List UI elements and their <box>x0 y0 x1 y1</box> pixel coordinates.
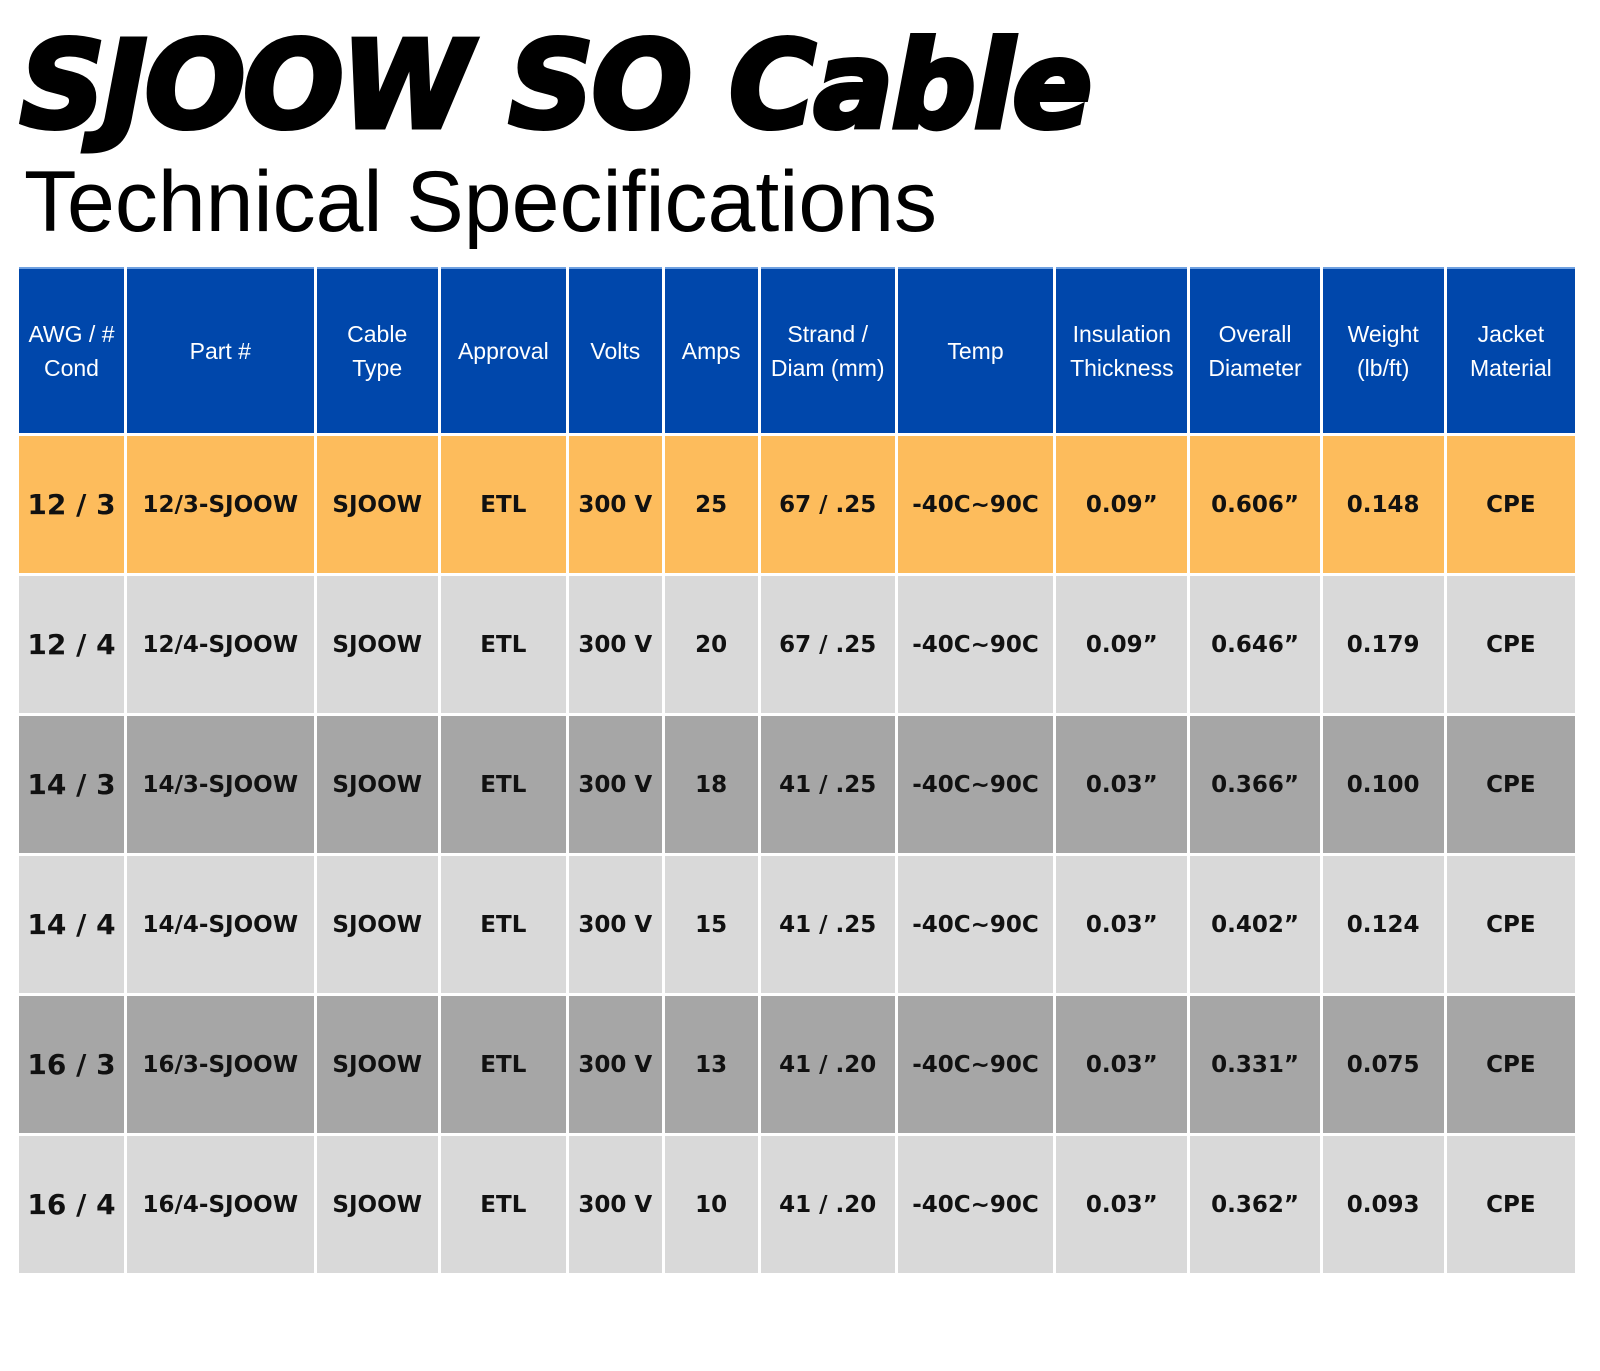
cell-insulation-thickness: 0.03” <box>1056 856 1188 993</box>
cell-overall-diameter: 0.402” <box>1190 856 1320 993</box>
page-subtitle: Technical Specifications <box>24 154 938 250</box>
header-part-number: Part # <box>126 267 314 433</box>
table-row: 14 / 3 14/3-SJOOW SJOOW ETL 300 V 18 41 … <box>19 716 1575 853</box>
cell-volts: 300 V <box>568 996 662 1133</box>
cell-overall-diameter: 0.646” <box>1190 576 1320 713</box>
cell-jacket-material: CPE <box>1446 996 1575 1133</box>
cell-jacket-material: CPE <box>1446 576 1575 713</box>
cell-cable-type: SJOOW <box>316 576 438 713</box>
cell-awg-cond: 16 / 3 <box>19 996 124 1133</box>
header-overall-diameter: Overall Diameter <box>1190 267 1320 433</box>
cell-strand-diam: 67 / .25 <box>760 576 895 713</box>
cell-approval: ETL <box>440 1136 566 1273</box>
header-temp: Temp <box>897 267 1054 433</box>
cell-insulation-thickness: 0.03” <box>1056 996 1188 1133</box>
cell-amps: 20 <box>664 576 758 713</box>
cell-cable-type: SJOOW <box>316 716 438 853</box>
cell-awg-cond: 14 / 4 <box>19 856 124 993</box>
cell-volts: 300 V <box>568 576 662 713</box>
cell-awg-cond: 12 / 3 <box>19 436 124 573</box>
cell-volts: 300 V <box>568 436 662 573</box>
cell-cable-type: SJOOW <box>316 436 438 573</box>
cell-weight: 0.179 <box>1322 576 1444 713</box>
cell-approval: ETL <box>440 436 566 573</box>
cell-approval: ETL <box>440 716 566 853</box>
cell-strand-diam: 41 / .25 <box>760 856 895 993</box>
cell-weight: 0.100 <box>1322 716 1444 853</box>
cell-volts: 300 V <box>568 716 662 853</box>
header-row: AWG / # Cond Part # Cable Type Approval … <box>19 267 1575 433</box>
cell-awg-cond: 12 / 4 <box>19 576 124 713</box>
cell-approval: ETL <box>440 996 566 1133</box>
header-awg-cond: AWG / # Cond <box>19 267 124 433</box>
header-insulation-thickness: Insulation Thickness <box>1056 267 1188 433</box>
cell-awg-cond: 16 / 4 <box>19 1136 124 1273</box>
cell-amps: 10 <box>664 1136 758 1273</box>
cell-approval: ETL <box>440 856 566 993</box>
cell-weight: 0.093 <box>1322 1136 1444 1273</box>
cell-awg-cond: 14 / 3 <box>19 716 124 853</box>
cell-overall-diameter: 0.606” <box>1190 436 1320 573</box>
cell-amps: 25 <box>664 436 758 573</box>
cell-part-number: 14/4-SJOOW <box>126 856 314 993</box>
cell-jacket-material: CPE <box>1446 716 1575 853</box>
header-volts: Volts <box>568 267 662 433</box>
spec-table: AWG / # Cond Part # Cable Type Approval … <box>16 264 1578 1276</box>
cell-weight: 0.124 <box>1322 856 1444 993</box>
header-jacket-material: Jacket Material <box>1446 267 1575 433</box>
cell-jacket-material: CPE <box>1446 856 1575 993</box>
cell-cable-type: SJOOW <box>316 1136 438 1273</box>
cell-temp: -40C~90C <box>897 436 1054 573</box>
cell-strand-diam: 41 / .20 <box>760 1136 895 1273</box>
cell-part-number: 16/4-SJOOW <box>126 1136 314 1273</box>
table-row: 16 / 3 16/3-SJOOW SJOOW ETL 300 V 13 41 … <box>19 996 1575 1133</box>
header-amps: Amps <box>664 267 758 433</box>
cell-jacket-material: CPE <box>1446 1136 1575 1273</box>
cell-weight: 0.075 <box>1322 996 1444 1133</box>
cell-part-number: 12/4-SJOOW <box>126 576 314 713</box>
cell-strand-diam: 41 / .20 <box>760 996 895 1133</box>
cell-insulation-thickness: 0.09” <box>1056 436 1188 573</box>
table-row: 16 / 4 16/4-SJOOW SJOOW ETL 300 V 10 41 … <box>19 1136 1575 1273</box>
cell-volts: 300 V <box>568 856 662 993</box>
cell-part-number: 14/3-SJOOW <box>126 716 314 853</box>
cell-overall-diameter: 0.366” <box>1190 716 1320 853</box>
table-row: 12 / 3 12/3-SJOOW SJOOW ETL 300 V 25 67 … <box>19 436 1575 573</box>
page-title: SJOOW SO Cable <box>17 12 1094 158</box>
cell-part-number: 16/3-SJOOW <box>126 996 314 1133</box>
cell-temp: -40C~90C <box>897 996 1054 1133</box>
cell-overall-diameter: 0.362” <box>1190 1136 1320 1273</box>
header-cable-type: Cable Type <box>316 267 438 433</box>
table-row: 12 / 4 12/4-SJOOW SJOOW ETL 300 V 20 67 … <box>19 576 1575 713</box>
table-row: 14 / 4 14/4-SJOOW SJOOW ETL 300 V 15 41 … <box>19 856 1575 993</box>
cell-insulation-thickness: 0.03” <box>1056 1136 1188 1273</box>
header-approval: Approval <box>440 267 566 433</box>
cell-temp: -40C~90C <box>897 1136 1054 1273</box>
cell-amps: 18 <box>664 716 758 853</box>
cell-strand-diam: 67 / .25 <box>760 436 895 573</box>
cell-approval: ETL <box>440 576 566 713</box>
cell-jacket-material: CPE <box>1446 436 1575 573</box>
cell-cable-type: SJOOW <box>316 856 438 993</box>
header-weight: Weight (lb/ft) <box>1322 267 1444 433</box>
cell-cable-type: SJOOW <box>316 996 438 1133</box>
cell-part-number: 12/3-SJOOW <box>126 436 314 573</box>
cell-insulation-thickness: 0.09” <box>1056 576 1188 713</box>
cell-volts: 300 V <box>568 1136 662 1273</box>
cell-weight: 0.148 <box>1322 436 1444 573</box>
cell-insulation-thickness: 0.03” <box>1056 716 1188 853</box>
header-strand-diam: Strand / Diam (mm) <box>760 267 895 433</box>
cell-amps: 15 <box>664 856 758 993</box>
cell-amps: 13 <box>664 996 758 1133</box>
cell-overall-diameter: 0.331” <box>1190 996 1320 1133</box>
cell-temp: -40C~90C <box>897 716 1054 853</box>
cell-temp: -40C~90C <box>897 856 1054 993</box>
cell-strand-diam: 41 / .25 <box>760 716 895 853</box>
cell-temp: -40C~90C <box>897 576 1054 713</box>
